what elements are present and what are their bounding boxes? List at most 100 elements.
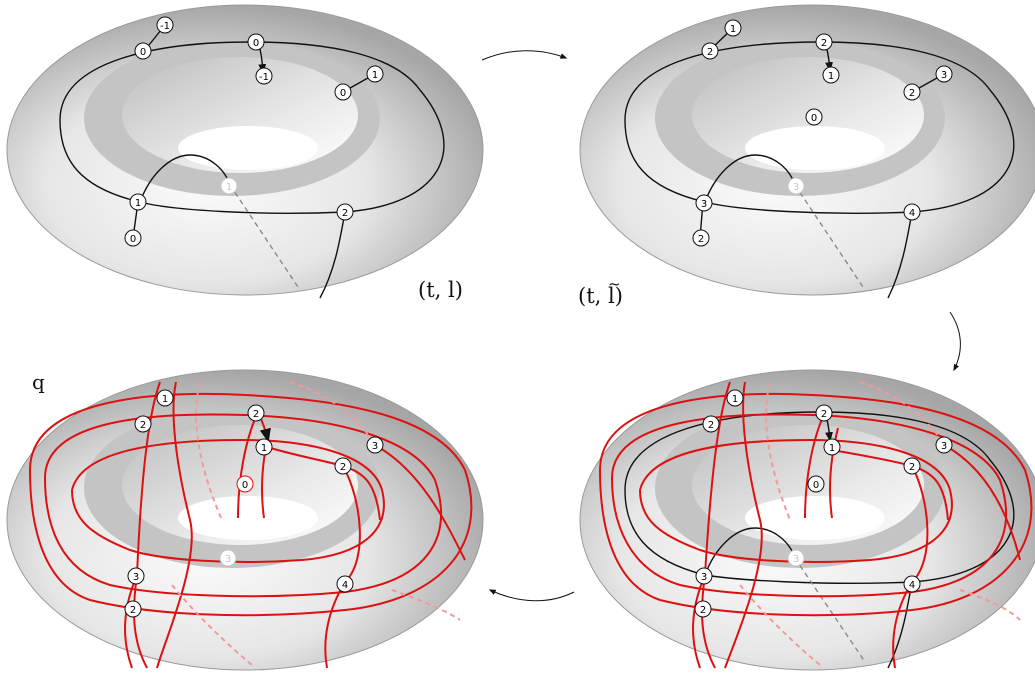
marker-label: 1 xyxy=(226,182,232,193)
marker-label: -1 xyxy=(160,21,170,32)
marker-label: 3 xyxy=(372,441,378,452)
tilde-mark: ~ xyxy=(607,275,621,293)
marker: 2 xyxy=(134,415,152,433)
marker-hidden: 3 xyxy=(787,177,805,195)
marker-label: 2 xyxy=(140,420,146,431)
label-letter-tilde: ~ l xyxy=(607,275,621,308)
meridian-front xyxy=(887,211,913,299)
marker-label: 2 xyxy=(340,462,346,473)
marker: 2 xyxy=(701,42,719,60)
meridian-curve xyxy=(704,154,796,203)
marker-label: 3 xyxy=(793,182,799,193)
marker-group: 1 2 2 1 3 2 0 3 3 2 4 xyxy=(124,389,384,618)
marker-label: 2 xyxy=(821,38,827,49)
marker-label: 1 xyxy=(261,443,267,454)
meridian-front xyxy=(319,211,346,299)
marker-label: 1 xyxy=(828,71,834,82)
label-prefix: (t, xyxy=(578,284,608,308)
marker: 4 xyxy=(903,575,921,593)
marker-hidden: 3 xyxy=(219,549,237,567)
marker-label: -1 xyxy=(259,72,269,83)
marker-group: 1 2 2 1 3 2 0 3 3 2 4 xyxy=(694,389,953,618)
meridian-hidden xyxy=(794,557,866,663)
marker: 3 xyxy=(127,567,145,585)
marker: 1 xyxy=(156,389,174,407)
marker-label: 3 xyxy=(941,441,947,452)
marker-label: 0 xyxy=(253,38,259,49)
marker: 3 xyxy=(695,194,713,212)
marker-label: 3 xyxy=(225,554,231,565)
label-letter: l xyxy=(607,284,615,308)
marker-label: 2 xyxy=(821,409,827,420)
marker: 2 xyxy=(334,457,352,475)
marker: 0 xyxy=(236,475,254,493)
torus-surface xyxy=(579,369,1035,671)
marker-label: 4 xyxy=(342,580,348,591)
arrow-left xyxy=(488,589,575,602)
marker-label: 2 xyxy=(700,605,706,616)
marker-label: 1 xyxy=(372,70,378,81)
transition-arrows xyxy=(481,50,961,602)
marker-label: 2 xyxy=(909,462,915,473)
meridian-curve xyxy=(139,154,231,203)
red-curve-set xyxy=(29,381,473,669)
marker: 1 xyxy=(255,438,273,456)
marker: 2 xyxy=(903,83,921,101)
panel-label-t-ltilde: (t, ~ l) xyxy=(578,275,623,308)
marker-label: 4 xyxy=(909,208,915,219)
marker-label: 3 xyxy=(701,199,707,210)
marker: 2 xyxy=(815,33,833,51)
marker: 0 xyxy=(807,475,825,493)
marker: 0 xyxy=(334,83,352,101)
marker-label: 3 xyxy=(941,70,947,81)
marker-label: 0 xyxy=(242,480,248,491)
marker: 4 xyxy=(336,575,354,593)
marker: 2 xyxy=(702,415,720,433)
marker: 1 xyxy=(129,193,147,211)
marker: 3 xyxy=(366,436,384,454)
torus-panel-2: 1 2 2 1 3 2 0 3 3 2 4 xyxy=(579,4,1035,299)
marker-label: 2 xyxy=(698,234,704,245)
marker: -1 xyxy=(156,16,174,34)
meridian-hidden xyxy=(229,184,301,291)
marker: 2 xyxy=(247,404,265,422)
marker-label: 1 xyxy=(730,24,736,35)
marker-hidden: 1 xyxy=(220,177,238,195)
marker: 0 xyxy=(805,108,823,126)
torus-panel-3: 1 2 2 1 3 2 0 3 3 2 4 xyxy=(579,369,1035,671)
marker: 0 xyxy=(134,42,152,60)
marker: 3 xyxy=(935,65,953,83)
marker: 0 xyxy=(247,33,265,51)
arrow-right xyxy=(481,50,568,61)
marker-label: 2 xyxy=(707,47,713,58)
label-suffix: ) xyxy=(614,284,623,308)
arrow-down xyxy=(949,311,961,372)
marker: 3 xyxy=(935,436,953,454)
marker-label: 2 xyxy=(909,88,915,99)
torus-panel-4: 1 2 2 1 3 2 0 3 3 2 4 xyxy=(6,369,484,671)
marker-label: 3 xyxy=(793,554,799,565)
marker: -1 xyxy=(255,67,273,85)
red-curve-set xyxy=(599,381,1033,669)
marker-hidden: 3 xyxy=(787,549,805,567)
torus-surface xyxy=(6,4,484,296)
marker-label: 2 xyxy=(253,409,259,420)
marker: 1 xyxy=(822,66,840,84)
marker: 1 xyxy=(823,438,841,456)
marker-label: 2 xyxy=(130,605,136,616)
marker-label: 0 xyxy=(340,88,346,99)
marker-label: 1 xyxy=(732,394,738,405)
marker: 1 xyxy=(366,65,384,83)
marker: 4 xyxy=(903,203,921,221)
marker-label: 4 xyxy=(909,580,915,591)
marker-group: -1 0 0 -1 1 0 1 1 0 2 xyxy=(124,16,384,247)
torus-surface xyxy=(579,4,1035,296)
marker: 1 xyxy=(724,19,742,37)
panel-label-t-l: (t, l) xyxy=(418,278,463,302)
marker-label: 0 xyxy=(130,234,136,245)
marker-label: 2 xyxy=(708,420,714,431)
marker: 0 xyxy=(124,229,142,247)
marker-label: 3 xyxy=(133,572,139,583)
marker: 2 xyxy=(815,404,833,422)
